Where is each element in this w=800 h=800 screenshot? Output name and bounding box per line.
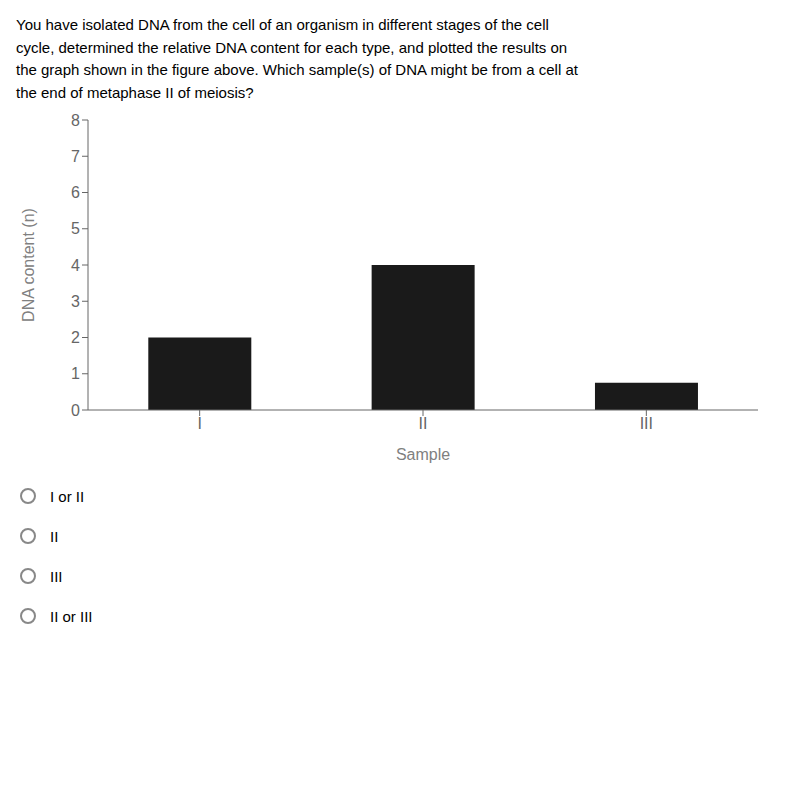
html-text:II or III: II or III [50, 607, 93, 625]
svg-text:6: 6 [71, 184, 80, 201]
svg-text:1: 1 [71, 365, 80, 382]
svg-text:II: II [419, 415, 428, 432]
svg-text:4: 4 [71, 257, 80, 274]
html-text:II: II [50, 527, 59, 545]
svg-text:0: 0 [71, 402, 80, 419]
svg-text:2: 2 [71, 329, 80, 346]
html-text:You have isolated DNA from the: You have isolated DNA from the cell of a… [16, 16, 578, 101]
svg-text:Sample: Sample [396, 446, 450, 463]
svg-text:8: 8 [71, 112, 80, 129]
svg-text:I: I [197, 415, 201, 432]
svg-text:DNA content (n): DNA content (n) [20, 208, 37, 322]
svg-text:3: 3 [71, 293, 80, 310]
svg-text:5: 5 [71, 220, 80, 237]
svg-text:III: III [640, 415, 653, 432]
html-text:III: III [50, 567, 63, 585]
svg-text:7: 7 [71, 148, 80, 165]
html-text:I or II: I or II [50, 487, 85, 505]
